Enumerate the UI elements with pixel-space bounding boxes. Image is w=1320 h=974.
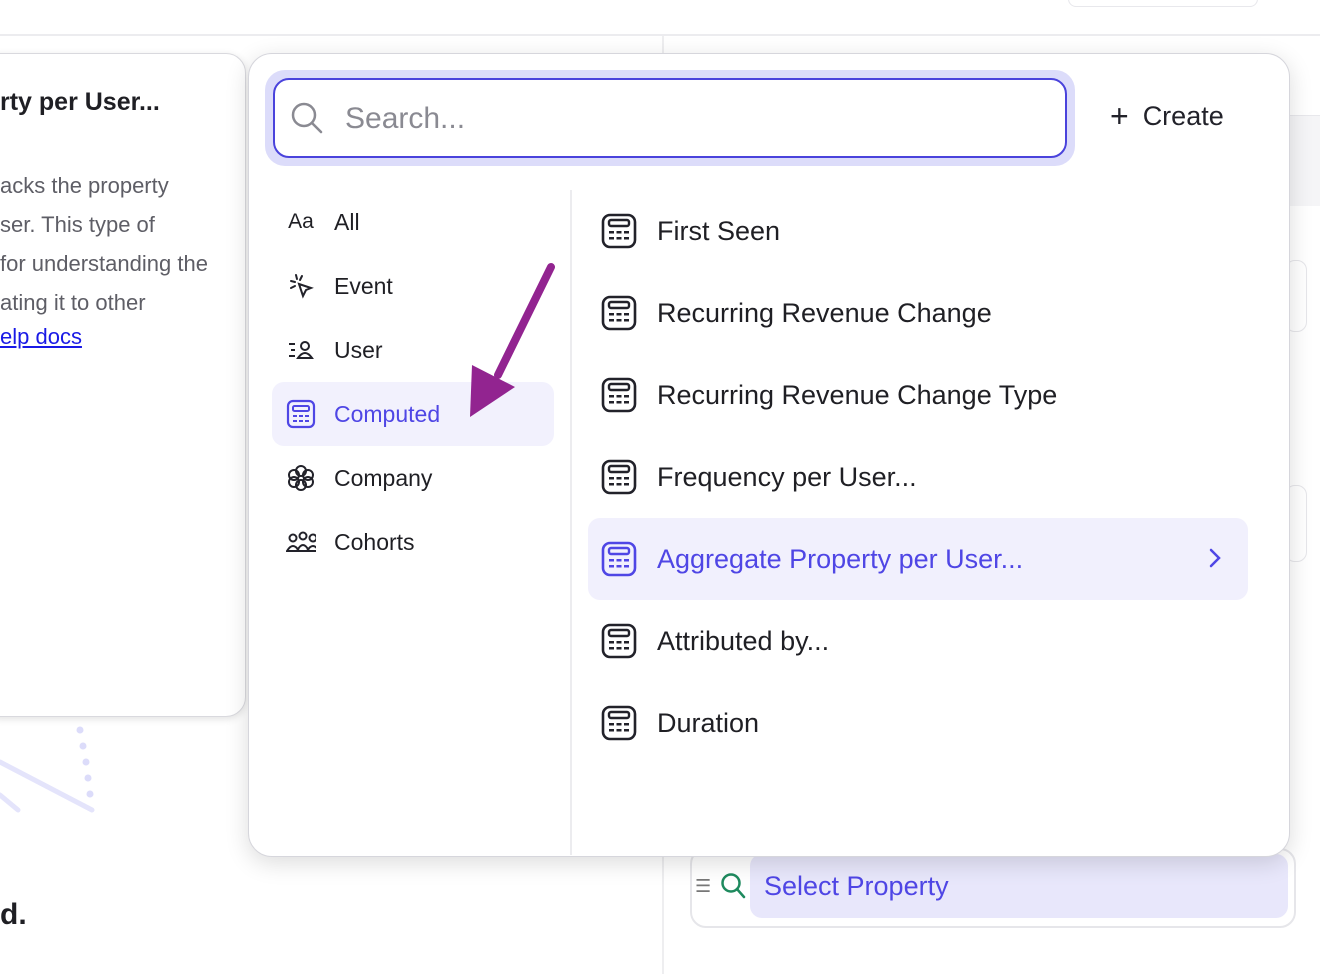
drag-handle-icon[interactable]: ☰ [695,876,712,896]
property-item[interactable]: First Seen [588,190,1248,272]
property-item[interactable]: Recurring Revenue Change [588,272,1248,354]
calculator-icon [601,459,637,495]
category-cohorts[interactable]: Cohorts [272,510,554,574]
chevron-right-icon[interactable] [1208,546,1222,570]
create-label: Create [1142,101,1224,131]
annotation-arrow-icon [470,263,555,417]
header-divider [0,34,1320,36]
search-icon [291,102,323,134]
property-description-card [0,53,246,717]
select-property-button[interactable]: Select Property [750,854,1288,918]
category-label: Event [334,272,393,299]
property-label: First Seen [657,215,781,246]
property-item[interactable]: Frequency per User... [588,436,1248,518]
cursor-click-icon [286,272,316,300]
property-label: Attributed by... [657,625,830,656]
category-event[interactable]: Event [272,254,554,318]
property-label: Duration [657,707,760,738]
category-label: Cohorts [334,528,415,555]
calculator-icon [601,541,637,577]
search-field[interactable] [273,78,1067,158]
flower-icon [286,463,316,493]
calculator-icon [601,295,637,331]
category-label: Computed [334,400,441,427]
property-label: Recurring Revenue Change [657,297,992,328]
category-label: User [334,336,383,363]
calculator-icon [286,399,316,429]
calculator-icon [601,377,637,413]
text-aa-icon: Aa [288,210,314,233]
category-company[interactable]: Company [272,446,554,510]
create-button[interactable]: + Create [1110,98,1224,135]
category-label: Company [334,464,433,491]
group-icon [286,530,316,554]
property-picker-popup [248,53,1290,857]
background-panel [1290,115,1320,206]
calculator-icon [601,213,637,249]
plus-icon: + [1110,98,1129,134]
property-item[interactable]: Recurring Revenue Change Type [588,354,1248,436]
category-user[interactable]: User [272,318,554,382]
help-docs-link[interactable]: elp docs [0,324,82,349]
property-label: Recurring Revenue Change Type [657,379,1058,410]
property-item-highlighted[interactable]: Aggregate Property per User... [588,518,1248,600]
property-label: Aggregate Property per User... [657,543,1024,574]
search-icon [721,873,746,899]
background-heading: d. [0,898,27,931]
calculator-icon [601,705,637,741]
property-label: Frequency per User... [657,461,917,492]
column-divider [570,190,572,855]
user-list-icon [286,339,316,361]
property-item[interactable]: Duration [588,682,1248,764]
category-label: All [334,208,360,235]
category-all[interactable]: Aa All [272,190,554,254]
category-computed[interactable]: Computed [272,382,554,446]
decorative-illustration [0,726,95,813]
description-title: rty per User... [0,88,160,116]
header-control [1068,0,1258,7]
search-input[interactable] [343,94,1047,144]
calculator-icon [601,623,637,659]
description-body: acks the property ser. This type of for un… [0,173,208,315]
property-item[interactable]: Attributed by... [588,600,1248,682]
